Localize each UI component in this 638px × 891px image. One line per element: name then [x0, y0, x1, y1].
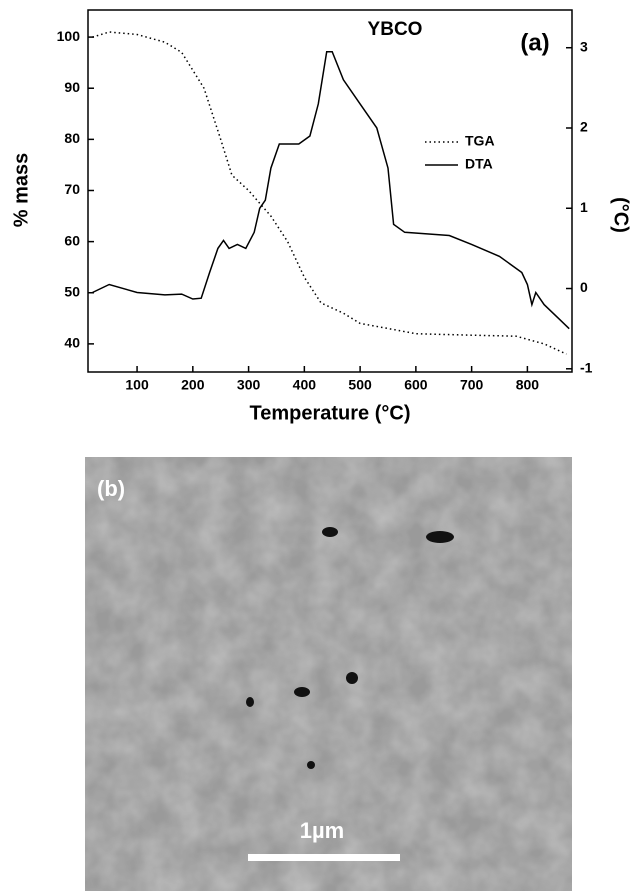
chart-title: YBCO — [368, 19, 423, 40]
plot-frame — [87, 9, 573, 373]
y-tick-label: 60 — [64, 232, 80, 248]
x-axis-label: Temperature (°C) — [250, 402, 411, 424]
y-axis-label: % mass — [10, 153, 32, 228]
y2-tick-label: 3 — [580, 38, 588, 54]
pores — [246, 527, 454, 769]
series-line — [92, 31, 567, 355]
y2-tick-label: -1 — [580, 359, 593, 375]
y-tick-label: 90 — [64, 79, 80, 95]
panel-label: (b) — [97, 476, 125, 501]
sem-panel: (b) 1µm — [85, 457, 572, 891]
y2-axis-label: (°C) — [610, 197, 632, 233]
x-tick-label: 100 — [125, 377, 149, 393]
y2-tick-label: 0 — [580, 279, 588, 295]
x-tick-label: 200 — [181, 377, 205, 393]
chart: YBCO (a) Temperature (°C) % mass (°C) 10… — [10, 9, 632, 424]
x-tick-label: 400 — [293, 377, 317, 393]
scale-bar — [248, 854, 400, 861]
x-tick-label: 300 — [237, 377, 261, 393]
x-tick-label: 700 — [460, 377, 484, 393]
y-tick-label: 70 — [64, 181, 80, 197]
x-tick-label: 800 — [516, 377, 540, 393]
panel-label: (a) — [520, 29, 549, 56]
x-tick-label: 600 — [404, 377, 428, 393]
y-tick-label: 40 — [64, 335, 80, 351]
y-tick-label: 100 — [57, 28, 81, 44]
x-tick-label: 500 — [348, 377, 372, 393]
scale-bar-label: 1µm — [300, 818, 344, 843]
legend-label: DTA — [465, 156, 493, 172]
legend-label: TGA — [465, 133, 495, 149]
y-tick-label: 50 — [64, 283, 80, 299]
y-tick-label: 80 — [64, 130, 80, 146]
y2-tick-label: 1 — [580, 199, 588, 215]
y2-tick-label: 2 — [580, 119, 588, 135]
series-line — [92, 50, 570, 330]
